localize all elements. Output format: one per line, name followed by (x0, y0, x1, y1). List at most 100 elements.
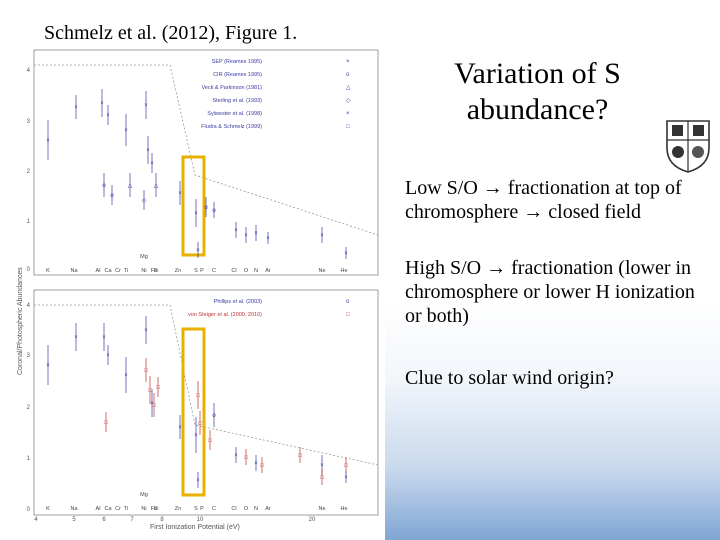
x-tick-label: 7 (130, 517, 134, 523)
top-data-point: × (178, 191, 182, 197)
top-fip-step-curve (34, 64, 379, 236)
top-element-label: Ne (318, 268, 325, 274)
top-data-point: o (102, 183, 106, 189)
bottom-element-label: C (212, 506, 216, 512)
bottom-data-point: × (144, 328, 148, 334)
top-data-point: × (320, 233, 324, 239)
top-data-point: × (144, 103, 148, 109)
bottom-panel-frame (33, 289, 379, 516)
bottom-data-point: × (150, 401, 154, 407)
top-element-label: K (46, 268, 50, 274)
top-element-label: Fe (151, 268, 157, 274)
top-data-point: ◇ (142, 198, 147, 204)
top-data-point: × (146, 148, 150, 154)
bottom-data-point: × (178, 425, 182, 431)
bottom-red-data-point: □ (152, 403, 156, 409)
bottom-element-label: Ti (124, 506, 128, 512)
top-element-label: Ni (141, 268, 146, 274)
bottom-red-data-point: □ (198, 421, 202, 427)
top-legend-entry: Sylwester et al. (1998) (207, 111, 262, 117)
bottom-legend-marker: □ (346, 312, 350, 318)
x-tick-label: 10 (197, 517, 204, 523)
top-data-point: × (266, 236, 270, 242)
bottom-fip-step-curve (34, 304, 379, 466)
top-legend-marker: ◇ (346, 98, 351, 104)
bottom-data-point: × (46, 363, 50, 369)
top-y-tick-label: 4 (27, 68, 31, 74)
bottom-data-point: × (194, 433, 198, 439)
bottom-element-label: S (194, 506, 198, 512)
bottom-element-label: Ne (318, 506, 325, 512)
bullet-list: Low S/O → fractionation at top of chromo… (405, 176, 705, 422)
top-data-point: × (74, 105, 78, 111)
bottom-y-tick-label: 3 (27, 353, 31, 359)
bullet-low-s-o: Low S/O → fractionation at top of chromo… (405, 176, 705, 224)
bottom-element-label: He (340, 506, 347, 512)
figure-y-axis-label: Coronal/Photospheric Abundances (17, 267, 24, 375)
top-legend-entry: Sterling et al. (1993) (212, 98, 262, 104)
top-legend-marker: □ (346, 124, 350, 130)
bottom-element-label: Fe (151, 506, 157, 512)
bottom-red-data-point: □ (320, 475, 324, 481)
top-legend-marker: o (346, 72, 350, 78)
arrow-icon: → (486, 257, 507, 279)
top-y-tick-label: 2 (27, 169, 31, 175)
bottom-red-data-point: □ (344, 463, 348, 469)
bullet-1-part-1: Low S/O (405, 177, 483, 199)
top-legend-marker: × (346, 59, 350, 65)
bottom-element-label: P (200, 506, 204, 512)
top-element-label: Cl (231, 268, 236, 274)
bottom-red-data-point: □ (244, 455, 248, 461)
arrow-icon: → (523, 201, 544, 223)
bottom-element-label: Zn (175, 506, 181, 512)
top-data-point: × (46, 138, 50, 144)
bottom-red-data-point: □ (148, 388, 152, 394)
top-element-label: C (212, 268, 216, 274)
top-data-point: × (106, 113, 110, 119)
figure-caption: Schmelz et al. (2012), Figure 1. (44, 22, 298, 44)
top-element-label: Ca (104, 268, 112, 274)
x-tick-label: 20 (309, 517, 316, 523)
top-legend-entry: Veck & Parkinson (1981) (201, 85, 262, 91)
top-y-tick-label: 0 (27, 267, 31, 273)
top-data-point: × (344, 251, 348, 257)
top-y-tick-label: 1 (27, 219, 31, 225)
top-data-point: × (100, 101, 104, 107)
bullet-2-part-1: High S/O (405, 257, 487, 279)
bottom-y-tick-label: 0 (27, 507, 31, 513)
top-legend-entry: SEP (Reames 1995) (212, 59, 263, 65)
top-panel-frame (33, 49, 379, 276)
bottom-y-tick-label: 4 (27, 303, 31, 309)
figure-x-axis-label: First Ionization Potential (eV) (150, 524, 240, 531)
bottom-legend-entry: Phillips et al. (2003) (214, 299, 262, 305)
bottom-element-label: Ar (265, 506, 271, 512)
bullet-1-part-3: closed field (543, 201, 642, 223)
bottom-element-label: Cl (231, 506, 236, 512)
bullet-2-part-2: fractionation (lower in chromosphere or … (405, 257, 695, 327)
bottom-data-point: × (234, 453, 238, 459)
top-data-point: × (244, 233, 248, 239)
bullet-solar-wind: Clue to solar wind origin? (405, 366, 705, 390)
bottom-element-label: Si (154, 506, 159, 512)
bottom-data-point: × (106, 353, 110, 359)
right-background-gradient (385, 0, 720, 540)
bottom-y-tick-label: 2 (27, 405, 31, 411)
x-tick-label: 6 (102, 517, 106, 523)
bottom-data-point: × (102, 335, 106, 341)
bottom-element-label: Na (70, 506, 78, 512)
bottom-red-data-point: □ (298, 453, 302, 459)
bottom-data-point: × (74, 335, 78, 341)
bottom-element-label: Mg (140, 492, 148, 498)
bottom-red-data-point: □ (196, 393, 200, 399)
top-sulfur-highlight-box (181, 155, 206, 257)
bottom-legend-marker: o (346, 299, 350, 305)
top-legend-marker: △ (346, 85, 351, 91)
bottom-red-data-point: □ (156, 385, 160, 391)
x-tick-label: 4 (34, 517, 38, 523)
bottom-data-point: × (196, 478, 200, 484)
bottom-element-label: O (244, 506, 249, 512)
bottom-y-tick-label: 1 (27, 456, 31, 462)
figure-panel: Coronal/Photospheric Abundances First Io… (0, 45, 385, 540)
top-legend-entry: CIR (Reames 1995) (213, 72, 262, 78)
top-data-point: × (234, 228, 238, 234)
